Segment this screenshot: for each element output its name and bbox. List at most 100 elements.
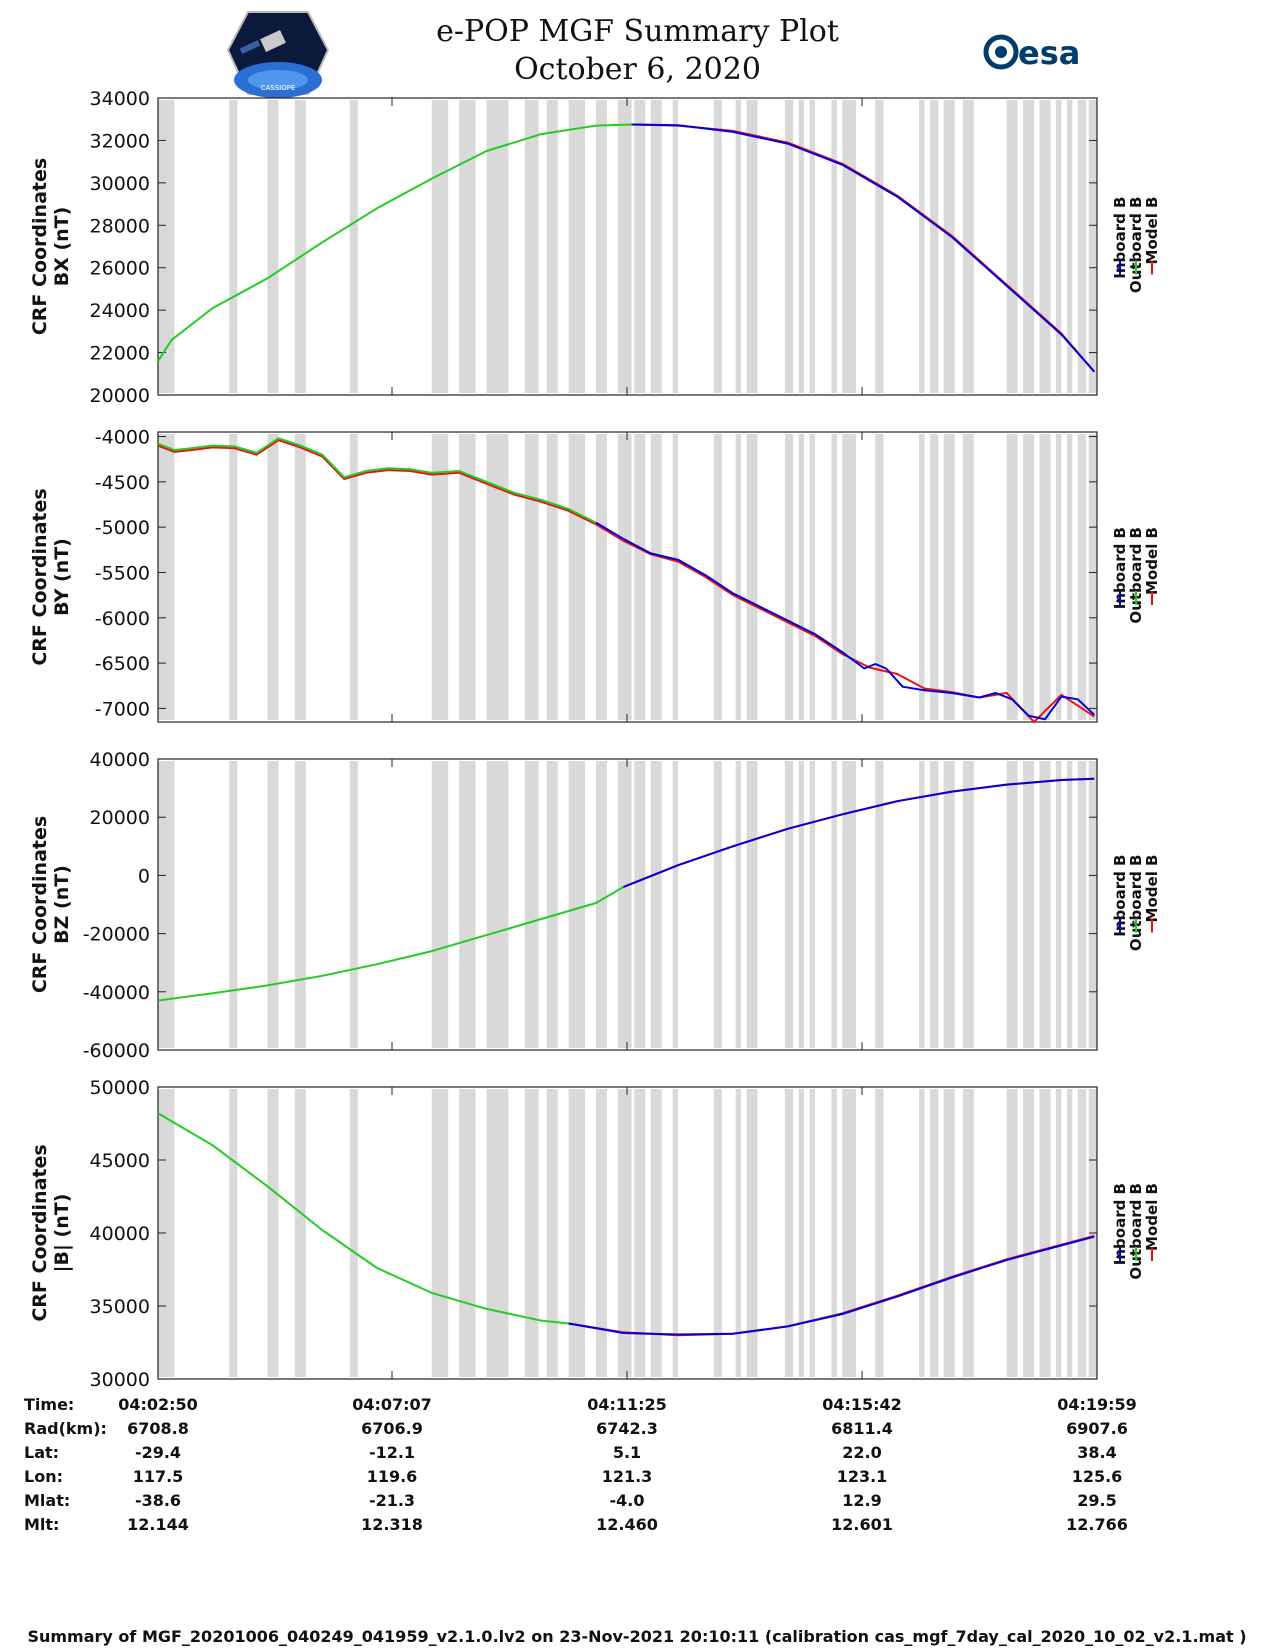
data-gap-shade xyxy=(617,100,632,393)
data-gap-shade xyxy=(842,100,857,393)
data-gap-shade xyxy=(831,1089,837,1377)
x-tick-label-time: 04:15:42 xyxy=(822,1395,902,1414)
ephemeris-value: 123.1 xyxy=(837,1467,888,1486)
y-tick-label: -5500 xyxy=(95,562,150,584)
legend-label-model: Model B xyxy=(1143,197,1161,265)
data-gap-shade xyxy=(229,761,238,1048)
ephemeris-row-label: Rad(km): xyxy=(24,1419,107,1438)
data-gap-shade xyxy=(1006,761,1018,1048)
data-gap-shade xyxy=(1055,761,1062,1048)
data-gap-shade xyxy=(596,434,607,720)
data-gap-shade xyxy=(617,761,632,1048)
data-gap-shade xyxy=(349,1089,358,1377)
plot-title: e-POP MGF Summary Plot xyxy=(436,14,839,49)
y-axis-label: CRF CoordinatesBY (nT) xyxy=(29,488,73,665)
data-gap-shade xyxy=(1066,761,1073,1048)
data-gap-shade xyxy=(1055,434,1062,720)
data-gap-shade xyxy=(842,434,857,720)
series-line-outboard xyxy=(157,123,632,362)
data-gap-shade xyxy=(524,1089,539,1377)
panel-3: -60000 -40000 -20000 0 20000 40000 CRF Coordin… xyxy=(29,749,1161,1062)
data-gap-shade xyxy=(809,100,816,393)
data-gap-shade xyxy=(809,434,816,720)
data-gap-shade xyxy=(943,434,955,720)
data-gap-shade xyxy=(746,1089,758,1377)
legend-label-inboard: Inboard B xyxy=(1111,1183,1129,1265)
data-gap-shade xyxy=(713,761,722,1048)
data-gap-shade xyxy=(919,1089,925,1377)
legend-label-model: Model B xyxy=(1143,527,1161,595)
y-tick-label: -40000 xyxy=(83,982,150,1004)
y-axis-label: CRF Coordinates|B| (nT) xyxy=(29,1144,73,1321)
ephemeris-row-label: Time: xyxy=(24,1395,74,1414)
ephemeris-value: 12.766 xyxy=(1066,1515,1128,1534)
y-axis-label-line1: CRF Coordinates xyxy=(29,488,51,665)
legend-label-inboard: Inboard B xyxy=(1111,855,1129,937)
data-gap-shade xyxy=(875,1089,884,1377)
y-tick-label: 35000 xyxy=(90,1296,150,1318)
data-gap-shade xyxy=(617,1089,632,1377)
data-gap-shade xyxy=(1023,100,1035,393)
plot-date: October 6, 2020 xyxy=(514,52,761,87)
data-gap-shade xyxy=(568,1089,586,1377)
y-tick-label: -60000 xyxy=(83,1040,150,1062)
data-gap-shade xyxy=(546,434,558,720)
data-gap-shade xyxy=(1023,1089,1035,1377)
ephemeris-value: 38.4 xyxy=(1077,1443,1116,1462)
y-tick-label: 24000 xyxy=(90,300,150,322)
y-tick-label: 30000 xyxy=(90,173,150,195)
data-gap-shade xyxy=(294,100,306,393)
data-gap-shade xyxy=(1077,100,1087,393)
data-gap-shade xyxy=(634,761,646,1048)
data-gap-shade xyxy=(930,761,939,1048)
data-gap-shade xyxy=(1006,100,1018,393)
data-gap-shade xyxy=(349,761,358,1048)
y-axis-label-line1: CRF Coordinates xyxy=(29,1144,51,1321)
series-line-inboard xyxy=(631,123,1096,373)
data-gap-shade xyxy=(524,434,539,720)
data-gap-shade xyxy=(568,434,586,720)
data-gap-shade xyxy=(842,1089,857,1377)
esa-logo-text: esa xyxy=(1018,34,1080,72)
data-gap-shade xyxy=(267,1089,279,1377)
data-gap-shade xyxy=(1006,1089,1018,1377)
data-gap-shade xyxy=(930,100,939,393)
data-gap-shade xyxy=(349,434,358,720)
y-axis-label: CRF CoordinatesBX (nT) xyxy=(29,158,73,335)
y-tick-label: -4000 xyxy=(95,427,150,449)
y-tick-label: -7000 xyxy=(95,698,150,720)
series-line-outboard xyxy=(157,886,624,1002)
data-gap-shade xyxy=(158,100,175,393)
data-gap-shade xyxy=(943,1089,955,1377)
data-gap-shade xyxy=(1039,100,1051,393)
data-gap-shade xyxy=(650,100,662,393)
ephemeris-value: 6708.8 xyxy=(127,1419,189,1438)
data-gap-shade xyxy=(875,761,884,1048)
data-gap-shade xyxy=(229,1089,238,1377)
data-gap-shade xyxy=(267,100,279,393)
data-gap-shade xyxy=(431,761,449,1048)
data-gap-shade xyxy=(568,761,586,1048)
y-tick-label: 28000 xyxy=(90,215,150,237)
data-gap-shade xyxy=(809,761,816,1048)
y-tick-label: 30000 xyxy=(90,1369,150,1391)
y-axis-label-line2: BZ (nT) xyxy=(51,865,73,944)
data-gap-shade xyxy=(735,1089,742,1377)
data-gap-shade xyxy=(486,434,509,720)
data-gap-shade xyxy=(1088,761,1097,1048)
data-gap-shade xyxy=(431,100,449,393)
data-gap-shade xyxy=(746,761,758,1048)
data-gap-shade xyxy=(919,434,925,720)
ephemeris-row-label: Mlat: xyxy=(24,1491,70,1510)
data-gap-shade xyxy=(713,1089,722,1377)
data-gap-shade xyxy=(713,100,722,393)
data-gap-shade xyxy=(831,434,837,720)
data-gap-shade xyxy=(1055,100,1062,393)
series-line-inboard xyxy=(623,777,1095,888)
series-line-inboard xyxy=(568,1235,1095,1336)
data-gap-shade xyxy=(1055,1089,1062,1377)
data-gap-shade xyxy=(634,434,646,720)
data-gap-shade xyxy=(798,761,805,1048)
data-gap-shade xyxy=(784,761,794,1048)
data-gap-shade xyxy=(431,1089,449,1377)
